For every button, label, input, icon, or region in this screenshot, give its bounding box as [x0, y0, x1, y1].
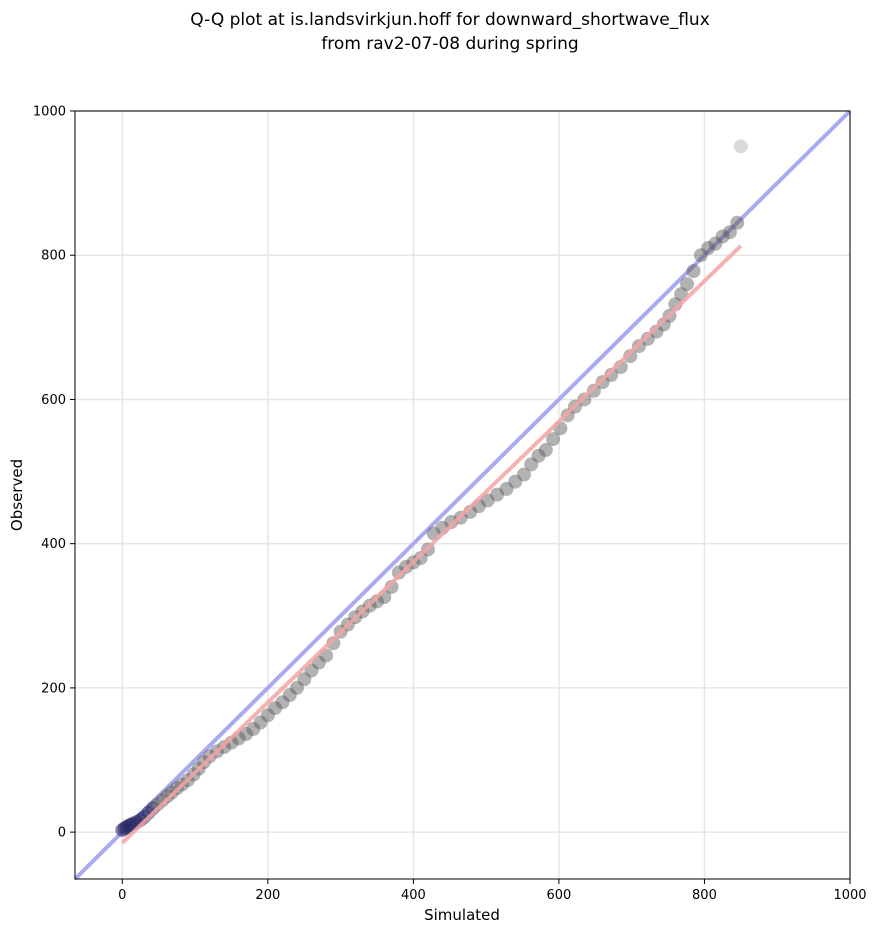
data-point	[531, 448, 546, 463]
data-point	[384, 579, 399, 594]
y-tick-label: 800	[41, 249, 66, 264]
data-point	[623, 349, 638, 364]
y-tick-label: 600	[41, 393, 66, 408]
data-point	[708, 236, 723, 251]
fit-line	[120, 244, 743, 845]
data-point	[508, 474, 523, 489]
reference-lines	[73, 109, 852, 881]
data-point	[289, 680, 304, 695]
y-tick-label: 0	[58, 826, 66, 841]
data-point	[304, 663, 319, 678]
data-point	[730, 215, 745, 230]
data-point	[480, 493, 495, 508]
data-point	[679, 277, 694, 292]
data-point	[246, 722, 261, 737]
y-tick-label: 400	[41, 537, 66, 552]
data-point	[160, 789, 175, 804]
plot-frame	[74, 110, 851, 880]
data-point	[538, 442, 553, 457]
data-point	[640, 331, 655, 346]
data-point	[722, 225, 737, 240]
data-point	[693, 248, 708, 263]
data-point	[444, 515, 459, 530]
data-point	[546, 432, 561, 447]
data-point	[701, 241, 716, 256]
x-tick-label: 800	[692, 888, 717, 903]
data-point	[282, 688, 297, 703]
data-point	[253, 715, 268, 730]
chart-subtitle: from rav2-07-08 during spring	[321, 34, 578, 54]
data-point	[604, 367, 619, 382]
y-tick-label: 200	[41, 681, 66, 696]
x-axis-label: Simulated	[424, 906, 500, 924]
data-point	[155, 793, 170, 808]
data-point	[733, 139, 748, 154]
data-point	[715, 229, 730, 244]
x-tick-label: 600	[547, 888, 572, 903]
data-point	[239, 727, 254, 742]
x-tick-label: 400	[401, 888, 426, 903]
data-point	[260, 708, 275, 723]
data-points	[115, 139, 748, 845]
data-point	[326, 636, 341, 651]
data-point	[275, 695, 290, 710]
chart-title: Q-Q plot at is.landsvirkjun.hoff for dow…	[190, 10, 710, 30]
data-point	[499, 481, 514, 496]
data-point	[686, 264, 701, 279]
data-point	[524, 457, 539, 472]
x-tick-label: 0	[118, 888, 126, 903]
data-point	[586, 383, 601, 398]
data-point	[516, 467, 531, 482]
x-tick-label: 1000	[833, 888, 866, 903]
x-tick-label: 200	[255, 888, 280, 903]
y-tick-label: 1000	[33, 105, 66, 120]
data-point	[490, 487, 505, 502]
y-axis-label: Observed	[8, 459, 26, 531]
data-point	[268, 701, 283, 716]
identity-line	[73, 109, 852, 881]
data-point	[413, 551, 428, 566]
data-point	[391, 565, 406, 580]
axis-ticks: 0 200 400 600 800 1000 0 200 400 600 800 1000	[33, 105, 867, 904]
data-point	[297, 672, 312, 687]
